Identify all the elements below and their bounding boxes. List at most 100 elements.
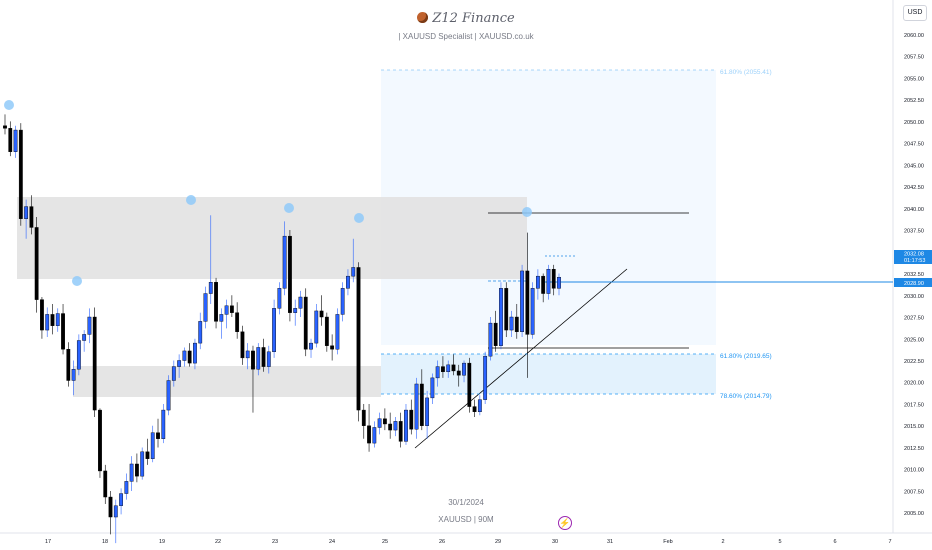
candle <box>293 299 298 326</box>
y-tick-label: 2032.50 <box>904 272 924 278</box>
candle-body <box>293 308 298 313</box>
candle-body <box>477 399 482 413</box>
y-tick-label: 2017.50 <box>904 402 924 408</box>
candle <box>382 408 387 431</box>
lightning-icon[interactable]: ⚡ <box>558 516 572 530</box>
candle-body <box>177 360 182 367</box>
candle <box>224 299 229 329</box>
candle-body <box>198 321 203 344</box>
candle-body <box>92 316 97 411</box>
swing-high-marker <box>186 195 196 205</box>
candle-body <box>129 463 134 482</box>
candle <box>87 308 92 344</box>
candle-body <box>45 314 50 331</box>
candle-body <box>124 481 129 494</box>
candle-body <box>245 350 250 359</box>
candle-body <box>50 314 55 326</box>
candle <box>240 325 245 365</box>
candle-body <box>456 370 461 376</box>
candle-body <box>298 296 303 309</box>
candle <box>546 264 551 300</box>
x-tick-label: 25 <box>382 539 388 545</box>
supply-demand-zones <box>17 70 716 397</box>
candle-body <box>525 270 530 335</box>
drawings-layer[interactable] <box>381 69 893 449</box>
candle <box>98 408 102 478</box>
candle <box>45 307 50 338</box>
candle <box>277 282 282 315</box>
brand-title: Z12 Finance <box>432 11 515 26</box>
candle-body <box>3 125 7 129</box>
swing-high-marker <box>4 100 14 110</box>
candle-body <box>261 347 266 367</box>
candle <box>156 418 160 448</box>
x-tick-label: 23 <box>272 539 278 545</box>
marked-level-tag <box>894 278 932 287</box>
candle-body <box>40 299 44 331</box>
candle-body <box>82 334 87 341</box>
last-price-tag <box>894 250 932 264</box>
candle-body <box>356 267 361 411</box>
candle <box>356 262 361 422</box>
candle <box>309 338 313 358</box>
y-tick-label: 2005.00 <box>904 511 924 517</box>
candle <box>388 412 393 439</box>
candle-body <box>409 409 414 430</box>
candle <box>404 403 408 445</box>
candle-body <box>208 282 213 294</box>
x-tick-label: 19 <box>159 539 165 545</box>
candle-body <box>277 288 282 309</box>
candle <box>483 351 488 404</box>
candle-body <box>346 275 350 289</box>
candle <box>182 347 187 367</box>
candle-body <box>388 423 393 431</box>
fib-label: 61.80% (2055.41) <box>720 69 772 76</box>
candle <box>319 295 324 326</box>
swing-high-marker <box>522 207 532 217</box>
candle <box>18 123 23 226</box>
candle <box>367 403 371 452</box>
candles-layer <box>3 114 561 544</box>
trendline[interactable] <box>414 268 628 449</box>
candle <box>129 456 134 491</box>
watermark-brand: Z12 Finance <box>0 9 932 27</box>
candle-body <box>535 275 540 289</box>
candle <box>530 282 535 339</box>
currency-button[interactable]: USD <box>903 5 927 21</box>
x-tick-label: 5 <box>778 539 781 545</box>
candle <box>229 295 234 318</box>
candle <box>414 377 419 439</box>
candle-body <box>87 316 92 335</box>
candle <box>235 302 240 339</box>
candle-body <box>499 288 503 346</box>
y-tick-label: 2007.50 <box>904 489 924 495</box>
candle <box>3 114 7 135</box>
x-tick-label: 26 <box>439 539 445 545</box>
x-tick-label: 22 <box>215 539 221 545</box>
candle <box>330 334 335 361</box>
y-tick-label: 2025.00 <box>904 337 924 343</box>
candle-body <box>193 342 197 364</box>
candle-body <box>18 129 23 219</box>
y-tick-label: 2010.00 <box>904 468 924 474</box>
candle <box>203 286 208 329</box>
candle-body <box>493 322 498 346</box>
candle <box>324 312 329 352</box>
candle-body <box>150 432 155 459</box>
candle-body <box>98 409 102 472</box>
price-labels: 61.80% (2055.41) 61.80% (2019.65) 78.60% (… <box>720 69 932 400</box>
candle-body <box>135 463 139 477</box>
candle-body <box>235 312 240 333</box>
candle-body <box>367 425 371 444</box>
watermark-symbol: XAUUSD | 90M <box>438 515 494 524</box>
candle <box>171 360 176 387</box>
candle-body <box>472 406 477 413</box>
candle <box>140 447 145 480</box>
candle-body <box>229 305 234 313</box>
candle <box>166 375 171 416</box>
y-tick-label: 2060.00 <box>904 33 924 39</box>
candle-body <box>488 322 493 357</box>
candle-body <box>324 316 329 346</box>
candle <box>177 354 182 378</box>
